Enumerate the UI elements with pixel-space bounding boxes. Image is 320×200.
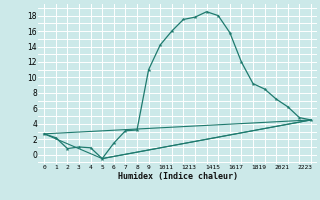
X-axis label: Humidex (Indice chaleur): Humidex (Indice chaleur)	[118, 172, 238, 181]
